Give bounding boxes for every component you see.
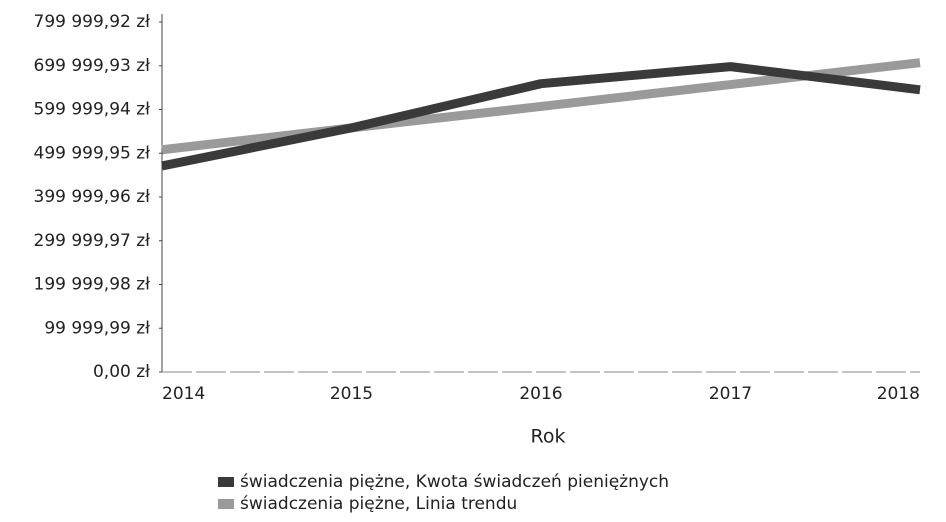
y-tick-label: 599 999,94 zł <box>34 100 151 120</box>
y-tick-label: 499 999,95 zł <box>34 143 151 163</box>
x-tick-label: 2015 <box>330 384 373 404</box>
y-tick-label: 0,00 zł <box>93 362 150 382</box>
legend-swatch <box>218 499 234 509</box>
x-tick-label: 2016 <box>519 384 562 404</box>
x-tick-label: 2018 <box>877 384 920 404</box>
y-tick-label: 199 999,98 zł <box>34 275 151 295</box>
y-tick-label: 399 999,96 zł <box>34 187 151 207</box>
series-line <box>161 62 921 171</box>
x-axis-label: Rok <box>531 426 566 448</box>
y-tick-label: 699 999,93 zł <box>34 56 151 76</box>
legend-label: świadczenia piężne, Linia trendu <box>240 494 517 514</box>
y-tick-label: 299 999,97 zł <box>34 231 151 251</box>
legend-label: świadczenia piężne, Kwota świadczeń pien… <box>240 472 669 492</box>
y-tick-label: 99 999,99 zł <box>44 318 150 338</box>
x-tick-label: 2017 <box>709 384 752 404</box>
x-tick-label: 2014 <box>162 384 205 404</box>
legend-swatch <box>218 477 234 487</box>
y-tick-label: 799 999,92 zł <box>34 12 151 32</box>
